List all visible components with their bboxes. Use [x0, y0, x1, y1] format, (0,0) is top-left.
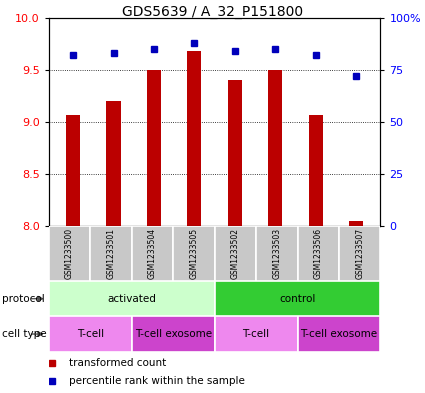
Bar — [268, 70, 282, 226]
Text: GSM1233503: GSM1233503 — [272, 228, 281, 279]
Bar — [228, 80, 242, 226]
Bar — [309, 114, 323, 226]
Text: GSM1233506: GSM1233506 — [314, 228, 323, 279]
Bar — [298, 316, 380, 352]
Text: transformed count: transformed count — [69, 358, 166, 368]
Bar — [107, 101, 121, 226]
Text: cell type: cell type — [2, 329, 47, 339]
Bar — [349, 221, 363, 226]
Bar — [215, 281, 380, 316]
Text: T-cell: T-cell — [243, 329, 269, 339]
Bar — [49, 316, 132, 352]
Text: T-cell exosome: T-cell exosome — [135, 329, 212, 339]
Text: percentile rank within the sample: percentile rank within the sample — [69, 376, 245, 386]
Bar — [147, 70, 161, 226]
Bar — [256, 226, 298, 281]
Bar — [132, 316, 215, 352]
Text: T-cell: T-cell — [77, 329, 104, 339]
Bar — [66, 114, 80, 226]
Text: GDS5639 / A_32_P151800: GDS5639 / A_32_P151800 — [122, 5, 303, 19]
Text: GSM1233505: GSM1233505 — [190, 228, 198, 279]
Text: GSM1233507: GSM1233507 — [355, 228, 364, 279]
Text: GSM1233500: GSM1233500 — [65, 228, 74, 279]
Text: activated: activated — [107, 294, 156, 304]
Bar — [298, 226, 339, 281]
Text: protocol: protocol — [2, 294, 45, 304]
Bar — [49, 226, 90, 281]
Bar — [339, 226, 380, 281]
Bar — [215, 316, 298, 352]
Text: T-cell exosome: T-cell exosome — [300, 329, 377, 339]
Text: control: control — [279, 294, 316, 304]
Text: GSM1233502: GSM1233502 — [231, 228, 240, 279]
Text: GSM1233501: GSM1233501 — [107, 228, 116, 279]
Bar — [90, 226, 132, 281]
Bar — [187, 51, 201, 226]
Bar — [132, 226, 173, 281]
Bar — [215, 226, 256, 281]
Bar — [49, 281, 215, 316]
Text: GSM1233504: GSM1233504 — [148, 228, 157, 279]
Bar — [173, 226, 215, 281]
